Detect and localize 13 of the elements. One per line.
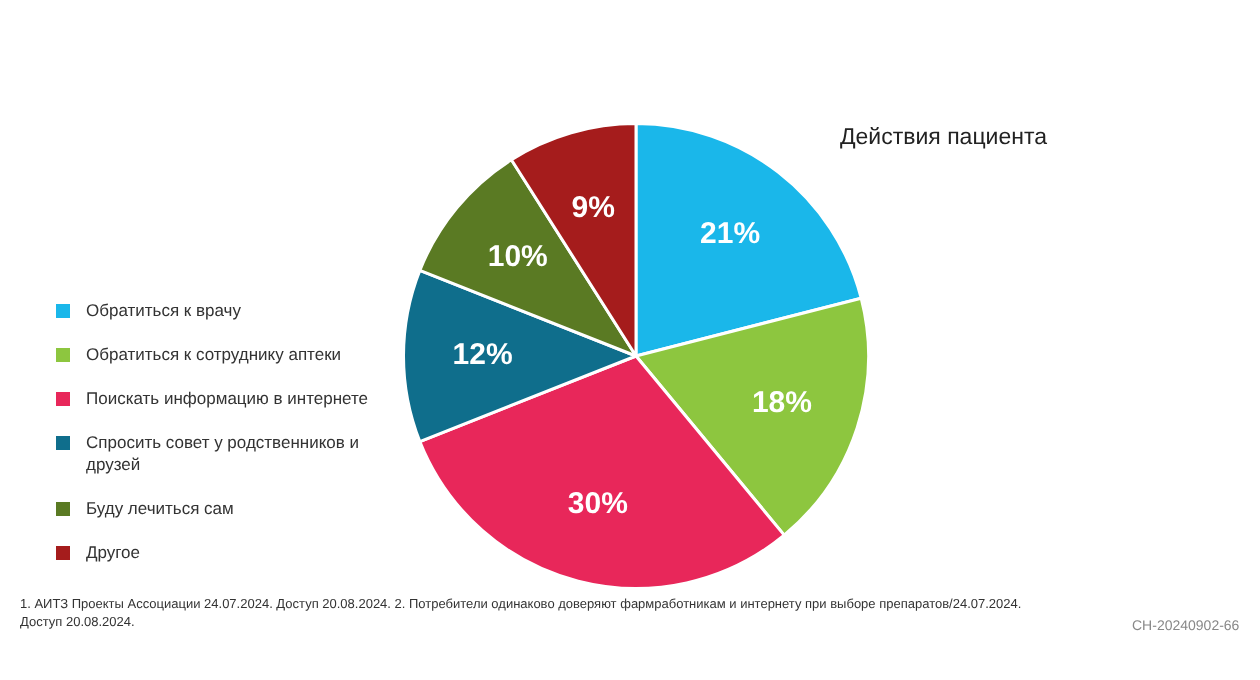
data-label: 30% <box>567 486 628 521</box>
legend-label: Обратиться к врачу <box>86 300 241 322</box>
data-label: 9% <box>571 190 615 225</box>
data-label: 21% <box>700 217 761 252</box>
legend-label: Поискать информацию в интернете <box>86 388 369 410</box>
data-label: 10% <box>487 240 548 275</box>
legend-label: Обратиться к сотруднику аптеки <box>86 344 342 366</box>
data-label: 18% <box>751 385 812 420</box>
legend-label: Буду лечиться сам <box>86 498 234 520</box>
text: Действия пациента <box>840 126 1047 150</box>
legend-label: Другое <box>86 542 141 564</box>
legend-label: Спросить совет у родственников и друзей <box>86 432 362 476</box>
data-label: 12% <box>452 338 513 373</box>
